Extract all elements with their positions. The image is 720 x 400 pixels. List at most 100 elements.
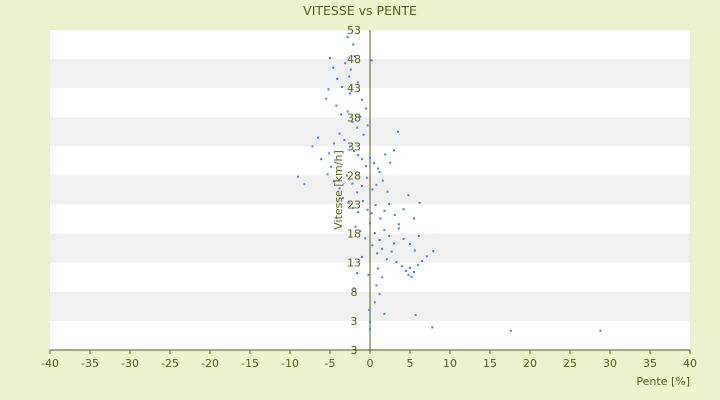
data-point [352, 43, 355, 46]
data-point [353, 287, 355, 290]
data-point [354, 225, 357, 228]
data-point [374, 204, 377, 207]
x-tick-label: 10 [443, 357, 457, 370]
x-tick-label: 15 [483, 357, 497, 370]
data-point [351, 120, 354, 123]
data-point [369, 157, 371, 159]
data-point [383, 229, 386, 232]
data-point [402, 237, 405, 240]
data-point [379, 217, 382, 220]
data-point [359, 230, 362, 233]
data-point [369, 222, 371, 225]
data-point [388, 203, 391, 205]
data-point [401, 265, 403, 268]
data-point [343, 139, 346, 141]
data-point [409, 243, 411, 246]
y-tick-label: 8 [351, 286, 358, 299]
data-point [317, 136, 319, 139]
data-point [397, 223, 400, 226]
data-point [371, 188, 374, 191]
data-point [375, 284, 378, 287]
data-point [320, 158, 323, 161]
data-point [425, 255, 428, 258]
data-point [417, 264, 419, 267]
data-point [407, 194, 410, 197]
y-tick-label: 13 [347, 257, 361, 270]
data-point [413, 249, 416, 252]
x-tick-label: 30 [603, 357, 617, 370]
data-point [361, 184, 363, 187]
data-point [326, 173, 329, 176]
x-tick-label: -5 [325, 357, 336, 370]
data-point [378, 293, 381, 296]
data-point [414, 314, 417, 317]
data-point [338, 132, 341, 135]
x-tick-label: -15 [241, 357, 259, 370]
data-point [325, 97, 327, 100]
data-points [297, 36, 602, 332]
x-tick-label: 25 [563, 357, 577, 370]
data-point [377, 267, 379, 270]
data-point [356, 126, 359, 129]
data-point [365, 107, 367, 110]
data-point [348, 75, 351, 78]
x-tick-label: -10 [281, 357, 299, 370]
data-point [366, 124, 369, 127]
data-point [389, 161, 391, 164]
y-tick-label: 18 [347, 228, 361, 241]
data-point [376, 252, 379, 255]
data-point [432, 250, 435, 253]
x-axis-label: Pente [%] [636, 375, 690, 388]
data-point [413, 217, 415, 220]
data-point [311, 145, 314, 148]
y-tick-label: 43 [347, 82, 361, 95]
data-point [390, 250, 393, 253]
data-point [417, 235, 420, 237]
data-point [431, 326, 434, 329]
data-point [370, 212, 373, 215]
x-tick-label: -25 [161, 357, 179, 370]
x-tick-label: 35 [643, 357, 657, 370]
data-point [329, 165, 332, 168]
data-point [361, 158, 363, 161]
data-point [375, 183, 378, 186]
data-point [384, 153, 387, 156]
data-point [397, 130, 399, 133]
y-tick-label: 28 [347, 169, 361, 182]
data-point [393, 242, 395, 245]
data-point [369, 328, 371, 331]
y-tick-label: 53 [347, 24, 361, 37]
data-point [338, 187, 341, 190]
data-point [357, 154, 359, 157]
x-tick-labels: -40 -35 -30 -25 -20 -15 -10 -5 0 5 10 15 20 25 30 35 40 [41, 350, 697, 370]
data-point [371, 244, 374, 247]
data-point [599, 329, 602, 332]
data-point [366, 208, 369, 211]
data-point [349, 145, 351, 148]
data-point [328, 152, 331, 155]
chart-title: VITESSE vs PENTE [303, 3, 417, 18]
data-point [332, 66, 335, 69]
data-point [373, 232, 376, 235]
data-point [357, 81, 359, 84]
data-point [407, 273, 410, 276]
y-tick-label: 3 [351, 315, 358, 328]
data-point [357, 211, 359, 214]
data-point [367, 273, 370, 276]
y-axis-label: Vitesse [km/h] [332, 150, 345, 230]
data-point [421, 260, 423, 262]
data-point [329, 56, 331, 59]
data-point [373, 301, 376, 304]
x-tick-label: 40 [683, 357, 697, 370]
data-point [395, 261, 398, 264]
data-point [365, 165, 367, 168]
data-point [385, 258, 388, 261]
data-point [356, 272, 359, 275]
data-point [341, 86, 343, 88]
data-point [393, 149, 395, 152]
data-point [373, 162, 375, 165]
data-point [347, 201, 350, 204]
data-point [353, 150, 355, 152]
